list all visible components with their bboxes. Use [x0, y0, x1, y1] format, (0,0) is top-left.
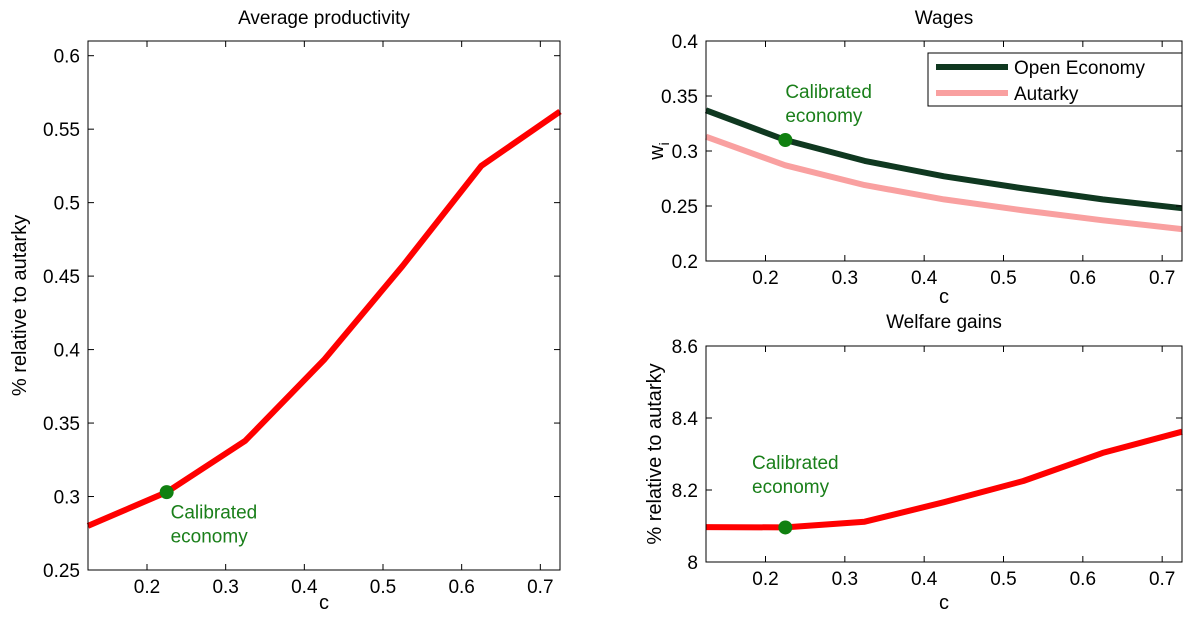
y-axis-label: % relative to autarky [9, 215, 31, 396]
x-tick-label: 0.3 [832, 268, 858, 289]
x-tick-label: 0.4 [911, 268, 938, 289]
x-axis-label: c [939, 592, 949, 614]
chart-title: Wages [915, 8, 973, 29]
y-tick-label: 0.55 [43, 120, 80, 141]
x-axis-label: c [939, 286, 949, 308]
x-tick-label: 0.2 [134, 577, 160, 598]
y-tick-label: 0.25 [661, 197, 698, 218]
x-tick-label: 0.2 [752, 268, 778, 289]
y-tick-label: 8.4 [672, 409, 699, 430]
annotation-line: economy [171, 527, 249, 548]
y-axis-label-text: w [646, 145, 668, 161]
annotation-line: economy [785, 106, 863, 127]
y-tick-label: 0.45 [43, 267, 80, 288]
x-tick-label: 0.6 [448, 577, 474, 598]
y-axis-label-text: % relative to autarky [9, 215, 31, 396]
y-tick-label: 0.4 [672, 32, 699, 53]
chart-title: Welfare gains [886, 312, 1002, 333]
x-tick-label: 0.3 [212, 577, 238, 598]
y-tick-label: 0.35 [661, 87, 698, 108]
axes-frame [705, 345, 1183, 563]
y-tick-label: 0.25 [43, 561, 80, 582]
y-tick-label: 0.35 [43, 414, 80, 435]
x-tick-label: 0.4 [911, 569, 938, 590]
y-tick-label: 0.5 [54, 194, 80, 215]
x-axis-label: c [319, 592, 329, 614]
y-tick-label: 8.2 [672, 481, 698, 502]
x-tick-label: 0.6 [1070, 268, 1096, 289]
annotation-line: economy [752, 477, 830, 498]
series-line-autarky [704, 133, 1183, 233]
y-tick-label: 0.2 [672, 252, 698, 273]
annotation-line: Calibrated [785, 82, 872, 103]
legend-box [927, 52, 1183, 107]
x-tick-label: 0.5 [990, 268, 1016, 289]
x-tick-label: 0.7 [527, 577, 553, 598]
y-tick-label: 0.3 [672, 142, 698, 163]
calibrated-marker [778, 133, 793, 147]
y-tick-label: 0.6 [54, 47, 80, 68]
y-tick-label: 8 [687, 553, 698, 574]
y-tick-label: 0.3 [54, 488, 80, 509]
welfare-chart: 0.2 0.3 0.4 0.5 0.6 0.7 8 8.2 8.4 8.6 Welfare gain… [644, 312, 1183, 614]
y-axis-label-subscript: i [656, 142, 672, 145]
x-tick-label: 0.4 [291, 577, 318, 598]
plot-area [88, 41, 560, 570]
x-tick-label: 0.7 [1149, 569, 1175, 590]
legend-label: Open Economy [1014, 58, 1145, 79]
x-tick-label: 0.2 [752, 569, 778, 590]
y-axis-label: % relative to autarky [644, 363, 666, 544]
y-axis-label: wi [646, 142, 672, 161]
calibrated-marker [159, 485, 174, 500]
x-tick-label: 0.3 [832, 569, 858, 590]
axes-frame [87, 40, 561, 571]
y-axis-label-text: % relative to autarky [644, 363, 666, 544]
annotation-line: Calibrated [171, 503, 258, 524]
x-tick-label: 0.5 [370, 577, 396, 598]
calibrated-marker [778, 520, 793, 535]
x-tick-label: 0.6 [1070, 569, 1096, 590]
productivity-chart: 0.2 0.3 0.4 0.5 0.6 0.7 0.25 0.3 0.35 0.4 0.45 0.5 0… [9, 8, 562, 614]
x-tick-label: 0.5 [990, 569, 1016, 590]
legend-label: Autarky [1014, 84, 1079, 105]
y-tick-label: 0.4 [54, 341, 81, 362]
x-tick-label: 0.7 [1149, 268, 1175, 289]
y-tick-label: 8.6 [672, 337, 698, 358]
wages-chart: 0.2 0.3 0.4 0.5 0.6 0.7 0.2 0.25 0.3 0.35 0.4 Wages… [646, 8, 1183, 308]
chart-title: Average productivity [238, 8, 410, 29]
annotation-line: Calibrated [752, 453, 839, 474]
